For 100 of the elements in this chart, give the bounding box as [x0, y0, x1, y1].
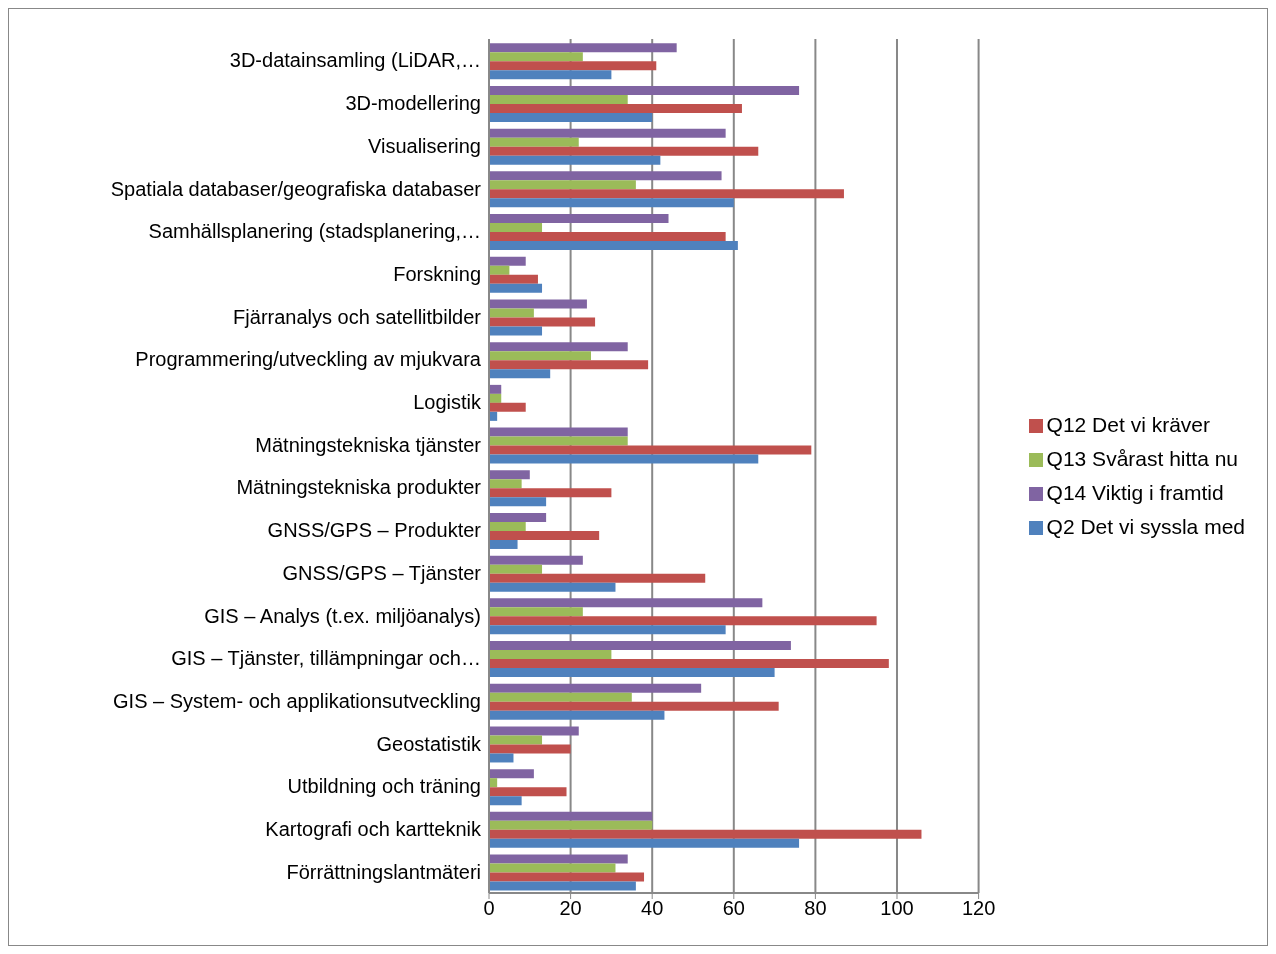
y-tick-label: Kartografi och kartteknik	[265, 818, 482, 841]
bar	[489, 265, 510, 275]
x-tick-label: 80	[804, 897, 827, 920]
y-tick-label: GNSS/GPS – Tjänster	[282, 561, 482, 584]
bar	[489, 796, 522, 806]
bar	[489, 299, 587, 309]
bar	[489, 52, 583, 62]
bar	[489, 85, 800, 95]
y-tick-label: Mätningstekniska tjänster	[255, 433, 482, 456]
bar	[489, 393, 502, 403]
bar	[489, 43, 677, 53]
legend-label: Q14 Viktig i framtid	[1046, 481, 1224, 504]
bar	[489, 735, 543, 745]
bar	[489, 232, 726, 242]
bar	[489, 454, 759, 464]
bar	[489, 811, 653, 821]
bar	[489, 61, 657, 71]
bar	[489, 488, 612, 498]
y-tick-label: Utbildning och träning	[287, 775, 481, 798]
y-tick-label: Logistik	[413, 391, 482, 414]
bar	[489, 625, 726, 635]
x-tick-label: 0	[483, 897, 495, 920]
y-tick-label: 3D-datainsamling (LiDAR,…	[229, 49, 481, 72]
bar	[489, 317, 596, 327]
bar	[489, 146, 759, 156]
bar	[489, 360, 649, 370]
bar	[489, 103, 742, 113]
bar	[489, 171, 722, 181]
y-tick-label: Geostatistik	[376, 732, 482, 755]
bar	[489, 692, 632, 702]
y-tick-label: Spatiala databaser/geografiska databaser	[110, 177, 482, 200]
bar	[489, 744, 571, 754]
y-tick-label: GIS – Analys (t.ex. miljöanalys)	[204, 604, 481, 627]
bar	[489, 512, 547, 522]
y-tick-label: Mätningstekniska produkter	[236, 476, 482, 499]
bar	[489, 616, 877, 626]
bar	[489, 198, 734, 208]
bar	[489, 128, 726, 138]
bar	[489, 659, 889, 669]
bar	[489, 650, 612, 660]
x-tick-label: 20	[559, 897, 582, 920]
legend-label: Q13 Svårast hitta nu	[1046, 447, 1239, 470]
bar	[489, 863, 616, 873]
y-tick-label: GNSS/GPS – Produkter	[267, 519, 482, 542]
bar	[489, 402, 526, 412]
bar	[489, 787, 567, 797]
bar	[489, 753, 514, 763]
y-tick-label: GIS – Tjänster, tillämpningar och…	[171, 647, 481, 670]
bar	[489, 94, 628, 104]
y-tick-label: GIS – System- och applikationsutveckling	[113, 689, 481, 712]
bar	[489, 838, 800, 848]
bar	[489, 155, 661, 165]
bar	[489, 214, 669, 224]
legend-label: Q2 Det vi syssla med	[1046, 515, 1245, 538]
bar	[489, 726, 579, 736]
bar	[489, 283, 543, 293]
bar	[489, 180, 636, 190]
bar	[489, 854, 628, 864]
bar	[489, 351, 591, 361]
bar	[489, 241, 738, 251]
bar	[489, 445, 812, 455]
bar	[489, 384, 502, 394]
y-tick-label: Programmering/utveckling av mjukvara	[135, 348, 482, 371]
bar	[489, 530, 600, 540]
bar	[489, 342, 628, 352]
bar	[489, 189, 844, 199]
bar	[489, 70, 612, 80]
bar	[489, 436, 628, 446]
bar	[489, 881, 636, 891]
x-tick-label: 60	[722, 897, 745, 920]
bar	[489, 274, 538, 284]
bar	[489, 872, 645, 882]
y-tick-label: Forskning	[393, 262, 481, 285]
bar	[489, 497, 547, 507]
bar	[489, 479, 522, 489]
bar	[489, 573, 706, 583]
y-tick-label: Fjärranalys och satellitbilder	[233, 305, 482, 328]
bar	[489, 326, 543, 336]
x-tick-label: 120	[961, 897, 996, 920]
bar	[489, 539, 518, 549]
bar	[489, 769, 534, 779]
bar	[489, 701, 779, 711]
bar	[489, 710, 665, 720]
y-tick-label: Förrättningslantmäteri	[286, 860, 481, 883]
y-tick-label: Samhällsplanering (stadsplanering,…	[148, 220, 481, 243]
bar	[489, 607, 583, 617]
bar	[489, 582, 616, 592]
y-tick-label: 3D-modellering	[345, 92, 481, 115]
bar	[489, 369, 551, 379]
bar	[489, 137, 579, 147]
bar	[489, 112, 653, 122]
bar	[489, 521, 526, 531]
bar	[489, 598, 763, 608]
bar	[489, 641, 791, 651]
bar	[489, 683, 702, 693]
bar	[489, 308, 534, 318]
legend-label: Q12 Det vi kräver	[1046, 413, 1210, 436]
x-tick-label: 40	[641, 897, 664, 920]
bar	[489, 470, 530, 480]
bar	[489, 668, 775, 678]
